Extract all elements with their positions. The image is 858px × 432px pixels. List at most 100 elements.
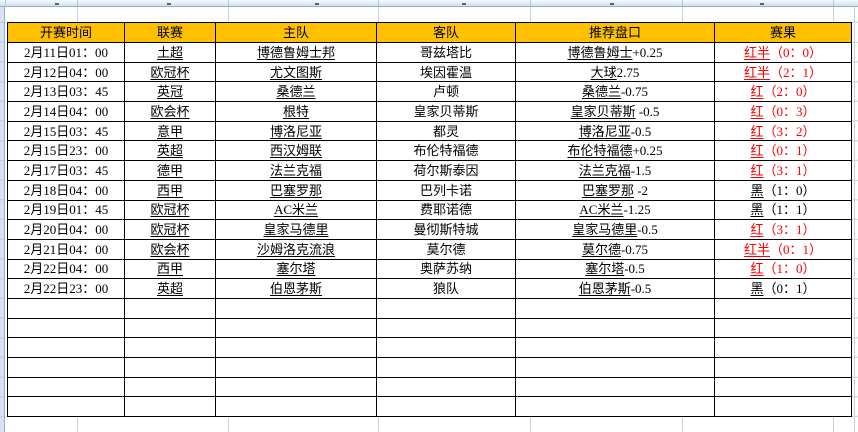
cell-handicap[interactable]: 皇家马德里-0.5 [515, 219, 715, 240]
cell-kickoff-time[interactable]: 2月22日23：00 [7, 278, 125, 299]
empty-cell[interactable] [215, 357, 377, 378]
empty-cell[interactable] [7, 376, 125, 398]
cell-kickoff-time[interactable]: 2月20日04：00 [7, 219, 125, 240]
empty-cell[interactable] [7, 297, 125, 319]
cell-handicap[interactable]: 莫尔德-0.75 [515, 238, 715, 260]
cell-home-team[interactable]: 法兰克福 [215, 160, 377, 181]
cell-handicap[interactable]: 塞尔塔-0.5 [515, 258, 715, 280]
empty-cell[interactable] [515, 376, 715, 398]
empty-cell[interactable] [376, 337, 516, 358]
header-result[interactable]: 赛果 [714, 22, 852, 43]
empty-cell[interactable] [124, 396, 216, 418]
cell-league[interactable]: 英超 [124, 278, 216, 299]
empty-cell[interactable] [7, 396, 125, 418]
empty-cell[interactable] [376, 297, 516, 319]
cell-result[interactable]: 红（0：3） [714, 101, 852, 122]
empty-cell[interactable] [376, 396, 516, 418]
column-header-strip[interactable] [0, 0, 858, 7]
cell-handicap[interactable]: AC米兰-1.25 [515, 199, 715, 221]
empty-cell[interactable] [376, 357, 516, 378]
cell-league[interactable]: 欧会杯 [124, 101, 216, 122]
cell-league[interactable]: 意甲 [124, 120, 216, 142]
empty-cell[interactable] [376, 376, 516, 398]
cell-result[interactable]: 红（1：0） [714, 258, 852, 280]
empty-cell[interactable] [124, 317, 216, 339]
empty-cell[interactable] [124, 357, 216, 378]
cell-home-team[interactable]: 皇家马德里 [215, 219, 377, 240]
cell-result[interactable]: 黑（0：1） [714, 278, 852, 299]
cell-home-team[interactable]: 西汉姆联 [215, 140, 377, 162]
cell-away-team[interactable]: 布伦特福德 [376, 140, 516, 162]
cell-kickoff-time[interactable]: 2月19日01：45 [7, 199, 125, 221]
cell-away-team[interactable]: 荷尔斯泰因 [376, 160, 516, 181]
cell-home-team[interactable]: 伯恩茅斯 [215, 278, 377, 299]
cell-result[interactable]: 红（0：1） [714, 140, 852, 162]
header-home-team[interactable]: 主队 [215, 22, 377, 43]
cell-kickoff-time[interactable]: 2月22日04：00 [7, 258, 125, 280]
empty-cell[interactable] [515, 357, 715, 378]
cell-handicap[interactable]: 巴塞罗那 -2 [515, 179, 715, 201]
cell-league[interactable]: 欧会杯 [124, 238, 216, 260]
cell-handicap[interactable]: 桑德兰-0.75 [515, 81, 715, 103]
empty-cell[interactable] [124, 376, 216, 398]
cell-league[interactable]: 欧冠杯 [124, 199, 216, 221]
cell-away-team[interactable]: 费耶诺德 [376, 199, 516, 221]
cell-home-team[interactable]: 巴塞罗那 [215, 179, 377, 201]
cell-kickoff-time[interactable]: 2月12日04：00 [7, 61, 125, 83]
cell-home-team[interactable]: 塞尔塔 [215, 258, 377, 280]
empty-cell[interactable] [7, 337, 125, 358]
cell-league[interactable]: 英超 [124, 140, 216, 162]
cell-result[interactable]: 红半（0：0） [714, 42, 852, 63]
cell-away-team[interactable]: 卢顿 [376, 81, 516, 103]
cell-away-team[interactable]: 都灵 [376, 120, 516, 142]
empty-sheet-band-top[interactable] [5, 7, 858, 22]
empty-cell[interactable] [215, 317, 377, 339]
empty-cell[interactable] [215, 376, 377, 398]
cell-kickoff-time[interactable]: 2月21日04：00 [7, 238, 125, 260]
cell-away-team[interactable]: 巴列卡诺 [376, 179, 516, 201]
cell-handicap[interactable]: 布伦特福德+0.25 [515, 140, 715, 162]
header-away-team[interactable]: 客队 [376, 22, 516, 43]
cell-league[interactable]: 欧冠杯 [124, 61, 216, 83]
empty-cell[interactable] [215, 297, 377, 319]
cell-result[interactable]: 红（2：0） [714, 81, 852, 103]
cell-away-team[interactable]: 皇家贝蒂斯 [376, 101, 516, 122]
header-league[interactable]: 联赛 [124, 22, 216, 43]
cell-away-team[interactable]: 埃因霍温 [376, 61, 516, 83]
cell-away-team[interactable]: 莫尔德 [376, 238, 516, 260]
cell-handicap[interactable]: 大球2.75 [515, 61, 715, 83]
cell-kickoff-time[interactable]: 2月18日04：00 [7, 179, 125, 201]
cell-home-team[interactable]: 根特 [215, 101, 377, 122]
cell-kickoff-time[interactable]: 2月17日03：45 [7, 160, 125, 181]
cell-result[interactable]: 红（3：1） [714, 219, 852, 240]
cell-handicap[interactable]: 博洛尼亚-0.5 [515, 120, 715, 142]
empty-cell[interactable] [515, 297, 715, 319]
cell-home-team[interactable]: AC米兰 [215, 199, 377, 221]
cell-league[interactable]: 西甲 [124, 179, 216, 201]
empty-cell[interactable] [714, 376, 852, 398]
empty-cell[interactable] [7, 357, 125, 378]
empty-cell[interactable] [515, 396, 715, 418]
empty-cell[interactable] [714, 396, 852, 418]
empty-cell[interactable] [515, 317, 715, 339]
cell-league[interactable]: 西甲 [124, 258, 216, 280]
cell-result[interactable]: 黑（1：0） [714, 179, 852, 201]
empty-cell[interactable] [376, 317, 516, 339]
cell-away-team[interactable]: 哥兹塔比 [376, 42, 516, 63]
cell-home-team[interactable]: 博德鲁姆士邦 [215, 42, 377, 63]
cell-kickoff-time[interactable]: 2月15日23：00 [7, 140, 125, 162]
cell-kickoff-time[interactable]: 2月15日03：45 [7, 120, 125, 142]
cell-kickoff-time[interactable]: 2月13日03：45 [7, 81, 125, 103]
cell-league[interactable]: 欧冠杯 [124, 219, 216, 240]
cell-league[interactable]: 英冠 [124, 81, 216, 103]
empty-cell[interactable] [215, 337, 377, 358]
header-kickoff-time[interactable]: 开赛时间 [7, 22, 125, 43]
cell-result[interactable]: 红（3：2） [714, 120, 852, 142]
empty-sheet-band-bottom[interactable] [5, 417, 858, 432]
cell-handicap[interactable]: 皇家贝蒂斯 -0.5 [515, 101, 715, 122]
cell-home-team[interactable]: 桑德兰 [215, 81, 377, 103]
empty-cell[interactable] [515, 337, 715, 358]
empty-cell[interactable] [714, 357, 852, 378]
cell-away-team[interactable]: 曼彻斯特城 [376, 219, 516, 240]
row-header-strip[interactable] [0, 7, 5, 432]
